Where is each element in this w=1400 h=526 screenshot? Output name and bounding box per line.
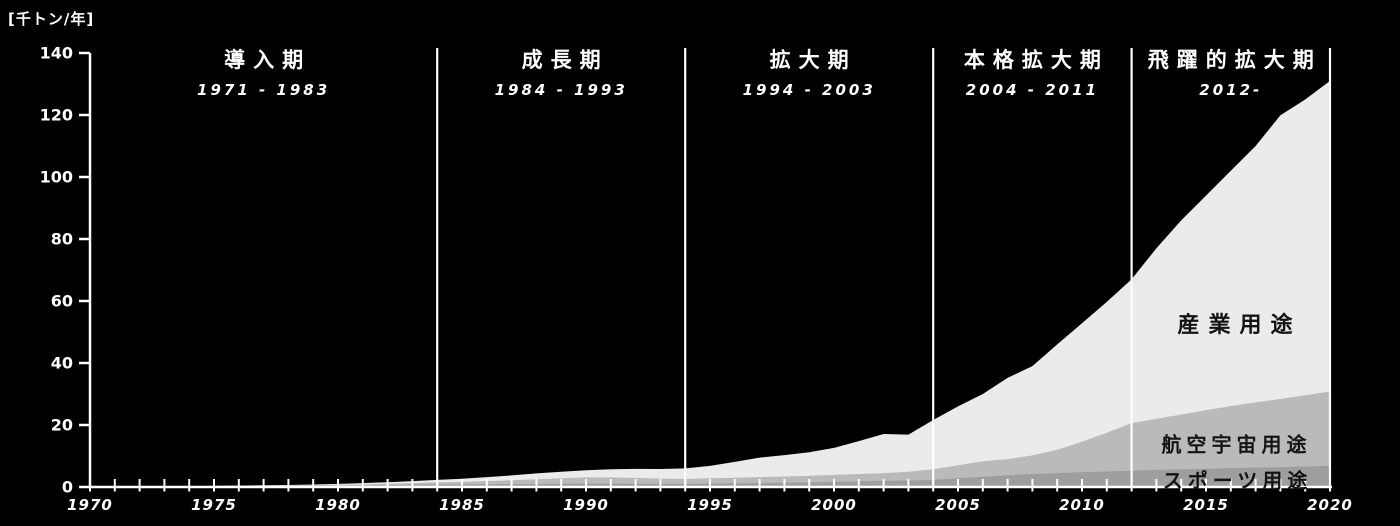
period-label-full-expansion: 本格拡大期 2004 - 2011 [956,44,1109,99]
x-tick-label: 2005 [935,496,981,514]
period-name: 飛躍的拡大期 [1147,48,1322,72]
x-tick-label: 1980 [315,496,361,514]
period-range: 2004 - 2011 [965,81,1099,99]
area-sports [90,465,1330,487]
area-label-industrial: 産業用途 [1177,313,1302,338]
area-aerospace [90,391,1330,487]
x-tick-label: 1985 [439,496,485,514]
period-name: 本格拡大期 [963,48,1109,72]
y-tick-label: 60 [51,292,73,311]
x-tick-label: 2000 [811,496,857,514]
y-tick-label: 100 [40,168,73,187]
x-tick-label: 2015 [1183,496,1229,514]
period-range: 1971 - 1983 [197,81,331,99]
period-label-expansion: 拡大期 1994 - 2003 [743,44,876,99]
y-axis-unit-label: [千トン/年] [8,10,95,28]
period-name: 成長期 [521,48,609,72]
y-tick-label: 120 [40,106,73,125]
period-name: 拡大期 [769,48,857,72]
period-name: 導入期 [224,48,312,72]
y-tick-label: 0 [62,478,73,497]
y-tick-label: 140 [40,44,73,63]
period-label-intro: 導入期 1971 - 1983 [197,44,330,99]
area-label-aerospace: 航空宇宙用途 [1161,432,1312,457]
period-label-rapid-expansion: 飛躍的拡大期 2012- [1140,44,1322,99]
x-tick-label: 1990 [563,496,609,514]
y-tick-label: 20 [51,416,73,435]
period-range: 1994 - 2003 [742,81,876,99]
x-tick-label: 1975 [191,496,237,514]
x-tick-label: 1995 [687,496,733,514]
period-range: 1984 - 1993 [494,81,628,99]
area-label-sports: スポーツ用途 [1162,468,1313,493]
x-tick-label: 2010 [1059,496,1105,514]
y-tick-label: 40 [51,354,73,373]
x-tick-label: 1970 [67,496,113,514]
area-industrial [90,80,1330,488]
y-tick-label: 80 [51,230,73,249]
period-range: 2012- [1199,81,1263,99]
period-label-growth: 成長期 1984 - 1993 [495,44,628,99]
x-tick-label: 2020 [1307,496,1353,514]
